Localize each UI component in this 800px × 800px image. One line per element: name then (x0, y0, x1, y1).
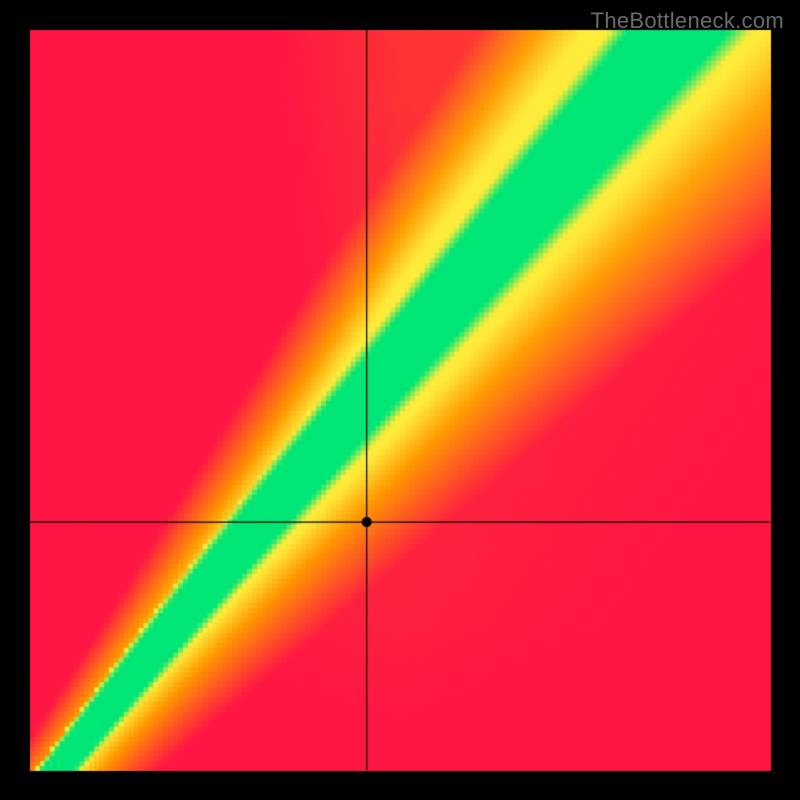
chart-container: TheBottleneck.com (0, 0, 800, 800)
watermark-text: TheBottleneck.com (591, 8, 784, 34)
bottleneck-heatmap (0, 0, 800, 800)
